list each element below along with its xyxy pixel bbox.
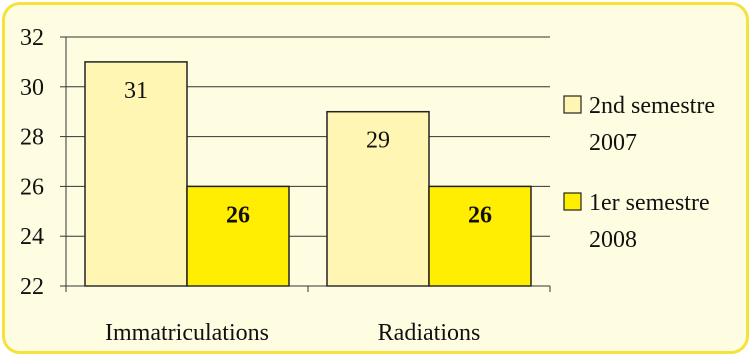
data-label: 26 xyxy=(226,202,250,228)
legend-label: 2008 xyxy=(589,227,637,253)
y-tick-label: 30 xyxy=(20,75,44,101)
y-tick-label: 32 xyxy=(20,25,44,51)
bar xyxy=(326,110,430,287)
data-label: 31 xyxy=(124,78,148,104)
category-label: Immatriculations xyxy=(105,320,269,346)
data-label: 26 xyxy=(468,202,492,228)
legend-swatch xyxy=(563,192,582,211)
category-label: Radiations xyxy=(378,320,481,346)
legend-label: 1er semestre xyxy=(589,190,710,216)
bar xyxy=(428,185,532,287)
y-tick-label: 26 xyxy=(20,174,44,200)
legend-label: 2nd semestre xyxy=(589,93,715,119)
y-tick-label: 22 xyxy=(20,274,44,300)
y-tick-label: 24 xyxy=(20,224,44,250)
bar xyxy=(84,61,188,287)
data-label: 29 xyxy=(366,128,390,154)
legend-label: 2007 xyxy=(589,130,637,156)
legend-swatch xyxy=(563,95,582,114)
bar xyxy=(186,185,290,287)
y-tick-label: 28 xyxy=(20,125,44,151)
